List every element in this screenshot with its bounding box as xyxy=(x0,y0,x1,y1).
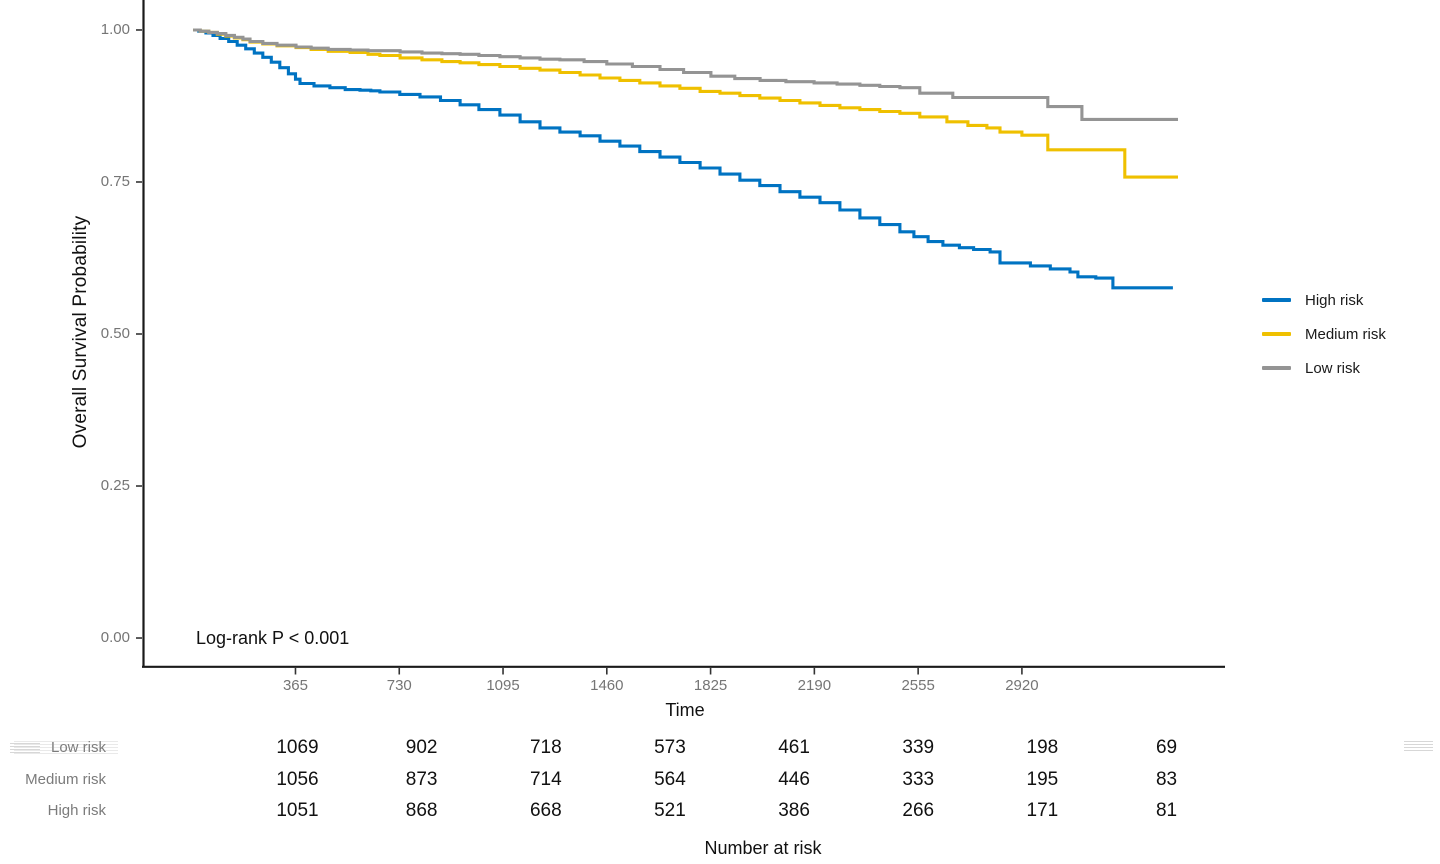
risk-count-cell: 446 xyxy=(778,768,810,790)
risk-count-cell: 198 xyxy=(1026,737,1059,758)
risk-count-cell: 868 xyxy=(405,799,438,821)
risk-count-cell: 873 xyxy=(405,768,438,790)
legend-line-swatch xyxy=(1262,366,1291,370)
risk-count-cell: 69 xyxy=(1155,737,1178,758)
risk-count-cell: 386 xyxy=(778,799,810,821)
risk-count-cell: 461 xyxy=(778,737,810,758)
risk-table-title: Number at risk xyxy=(704,838,822,858)
km-curve-high-risk xyxy=(193,28,1173,290)
legend-label: Low risk xyxy=(1305,359,1361,377)
legend-item-low-risk: Low risk xyxy=(1262,356,1386,380)
x-tick-label: 2920 xyxy=(1005,677,1039,694)
x-tick-label: 2555 xyxy=(901,677,935,694)
x-tick-label: 365 xyxy=(282,677,308,694)
risk-count-cell: 714 xyxy=(529,768,562,790)
x-tick-label: 1825 xyxy=(693,677,728,694)
risk-count-cell: 564 xyxy=(654,768,686,790)
y-tick-label: 0.50 xyxy=(100,325,130,342)
x-tick-label: 1095 xyxy=(486,677,520,694)
risk-count-cell: 171 xyxy=(1026,799,1059,821)
risk-count-cell: 573 xyxy=(654,737,686,758)
risk-row-label-low-risk: Low risk xyxy=(50,739,106,756)
legend-line-swatch xyxy=(1262,332,1291,336)
y-tick-label: 0.75 xyxy=(100,172,130,190)
risk-count-cell: 521 xyxy=(654,799,686,821)
y-tick-label: 0.25 xyxy=(100,477,130,494)
risk-count-cell: 339 xyxy=(902,737,935,758)
risk-row-label-medium-risk: Medium risk xyxy=(25,770,106,788)
legend-item-medium-risk: Medium risk xyxy=(1262,322,1386,346)
km-curve-medium-risk xyxy=(193,28,1178,179)
legend: High risk Medium risk Low risk xyxy=(1262,288,1386,390)
risk-row-label-high-risk: High risk xyxy=(47,801,106,819)
risk-count-cell: 718 xyxy=(529,737,562,758)
legend-item-high-risk: High risk xyxy=(1262,288,1386,312)
x-axis-title: Time xyxy=(665,700,705,720)
risk-count-cell: 1051 xyxy=(276,799,319,821)
risk-count-cell: 1056 xyxy=(276,768,319,790)
risk-count-cell: 266 xyxy=(902,799,935,821)
logrank-pvalue-annotation: Log-rank P < 0.001 xyxy=(196,628,350,648)
risk-count-cell: 83 xyxy=(1155,768,1178,790)
x-tick-label: 2190 xyxy=(797,677,832,694)
y-tick-label: 0.00 xyxy=(100,629,130,647)
x-tick-label: 730 xyxy=(386,677,412,694)
legend-label: High risk xyxy=(1305,291,1364,309)
risk-count-cell: 81 xyxy=(1155,799,1178,821)
y-tick-label: 1.00 xyxy=(100,20,130,38)
km-curve-low-risk xyxy=(193,28,1178,121)
legend-label: Medium risk xyxy=(1305,325,1386,343)
x-tick-label: 1460 xyxy=(590,677,624,694)
risk-count-cell: 902 xyxy=(405,737,438,758)
risk-count-cell: 1069 xyxy=(276,737,319,758)
risk-count-cell: 195 xyxy=(1026,768,1059,790)
risk-count-cell: 333 xyxy=(902,768,935,790)
legend-line-swatch xyxy=(1262,298,1291,302)
risk-count-cell: 668 xyxy=(529,799,562,821)
